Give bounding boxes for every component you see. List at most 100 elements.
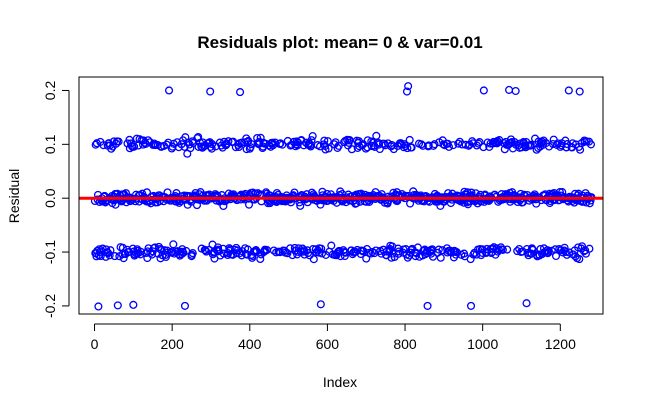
data-point: [324, 144, 333, 153]
data-point: [253, 189, 262, 198]
data-point: [110, 252, 119, 261]
data-point: [405, 135, 414, 145]
outlier-point: [316, 300, 325, 309]
data-point: [292, 137, 301, 146]
x-tick-label: 1000: [467, 336, 498, 352]
data-point: [169, 240, 178, 249]
data-point: [526, 140, 535, 149]
x-axis: 0 200 400 600 800 1000 1200: [91, 323, 576, 352]
data-point: [585, 244, 594, 253]
data-point: [565, 248, 574, 257]
data-point: [307, 136, 316, 145]
data-point: [178, 247, 187, 256]
x-tick-label: 600: [316, 336, 340, 352]
data-point: [352, 199, 361, 208]
data-point: [317, 244, 326, 253]
y-axis: -0.2 -0.1 0.0 0.1 0.2: [42, 81, 70, 318]
data-point: [335, 247, 344, 256]
data-point: [429, 141, 438, 150]
data-point: [197, 142, 206, 151]
outlier-point: [129, 300, 138, 309]
data-point: [109, 137, 118, 146]
outlier-point: [466, 301, 476, 310]
data-point: [327, 241, 336, 250]
y-tick-label: -0.1: [42, 240, 58, 264]
data-point: [407, 143, 416, 152]
data-point: [290, 188, 299, 197]
data-point: [96, 252, 105, 261]
data-point: [539, 136, 548, 145]
data-point: [142, 188, 151, 197]
data-point: [434, 245, 443, 254]
data-point: [394, 247, 403, 256]
data-point: [430, 140, 439, 149]
outlier-point: [402, 87, 412, 96]
data-point: [444, 142, 453, 151]
outlier-point: [423, 301, 432, 310]
outlier-point: [94, 302, 103, 311]
data-point: [296, 201, 305, 210]
data-point: [286, 244, 295, 253]
outlier-point: [522, 299, 531, 308]
data-point: [111, 200, 120, 209]
y-tick-label: 0.1: [42, 134, 58, 154]
x-axis-label: Index: [323, 374, 357, 390]
data-point: [581, 246, 590, 255]
data-point: [107, 144, 116, 153]
data-point: [144, 136, 153, 145]
data-point: [560, 243, 569, 252]
data-point: [454, 139, 463, 148]
data-point: [387, 253, 396, 262]
data-point: [513, 246, 522, 256]
y-axis-label: Residual: [6, 169, 22, 223]
data-point: [387, 140, 396, 150]
data-point: [372, 131, 381, 140]
data-point: [475, 138, 484, 147]
chart-title: Residuals plot: mean= 0 & var=0.01: [197, 33, 482, 52]
data-point: [256, 254, 265, 264]
data-point: [188, 249, 197, 258]
y-tick-label: 0.2: [42, 81, 58, 101]
data-point: [240, 138, 249, 147]
data-point: [485, 195, 494, 204]
outlier-point: [479, 86, 488, 95]
outlier-point: [113, 301, 122, 310]
data-point: [270, 138, 280, 147]
data-point: [551, 251, 561, 261]
data-point: [403, 144, 412, 153]
outlier-point: [511, 86, 520, 96]
data-point: [498, 245, 507, 254]
data-point: [575, 255, 584, 264]
data-point: [340, 251, 349, 261]
y-tick-label: -0.2: [42, 294, 58, 318]
outlier-point: [505, 85, 514, 94]
data-point: [214, 247, 223, 256]
data-point: [449, 141, 458, 150]
outlier-point: [165, 86, 174, 95]
data-point: [237, 251, 246, 260]
outlier-point: [575, 87, 584, 96]
data-point: [244, 200, 254, 209]
data-point: [428, 252, 438, 261]
data-point: [528, 245, 537, 254]
data-point: [377, 249, 386, 258]
outlier-point: [206, 87, 215, 96]
data-point: [320, 136, 329, 145]
data-point: [485, 192, 495, 201]
data-point: [586, 140, 596, 149]
data-point: [303, 249, 313, 258]
data-point: [114, 137, 123, 146]
data-point: [317, 249, 327, 258]
data-point: [503, 245, 512, 254]
data-point: [105, 251, 114, 260]
data-point: [219, 201, 228, 211]
outlier-point: [564, 86, 573, 95]
data-point: [334, 141, 343, 150]
data-point: [318, 187, 327, 196]
outlier-point: [236, 88, 245, 97]
data-point: [314, 248, 323, 257]
data-point: [478, 248, 487, 257]
data-point: [106, 246, 115, 255]
data-point: [418, 141, 427, 150]
